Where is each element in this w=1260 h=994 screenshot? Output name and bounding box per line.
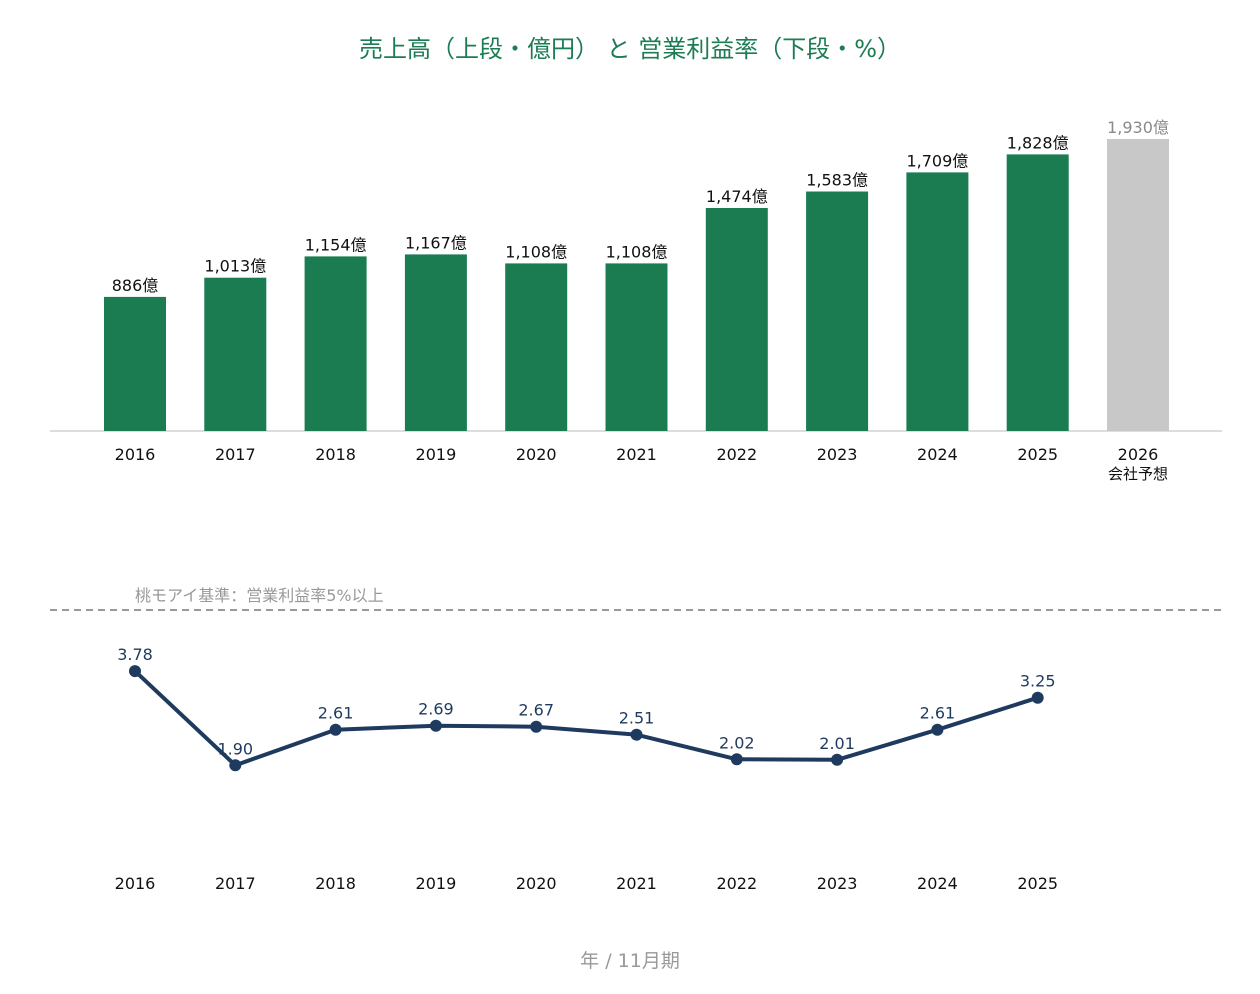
margin-value-label: 2.69 (418, 700, 454, 719)
x-tick-label: 2021 (616, 874, 657, 893)
bar-value-label: 1,108億 (606, 242, 668, 261)
x-tick-sublabel: 会社予想 (1108, 465, 1168, 483)
x-tick-label: 2016 (115, 445, 156, 464)
x-tick-label: 2017 (215, 874, 256, 893)
bar-value-label: 1,930億 (1107, 118, 1169, 137)
bar-2018 (304, 256, 367, 431)
x-tick-label: 2024 (917, 874, 958, 893)
bar-2023 (806, 191, 869, 431)
x-tick-label: 2019 (416, 445, 457, 464)
bar-value-label: 1,709億 (906, 151, 968, 170)
bar-2025 (1006, 154, 1069, 431)
margin-value-label: 2.61 (318, 704, 354, 723)
bar-2016 (104, 296, 166, 431)
bar-value-label: 886億 (112, 276, 159, 295)
bar-2026 (1107, 139, 1169, 431)
bar-2024 (906, 172, 969, 431)
margin-point-2016 (129, 665, 141, 678)
margin-point-2018 (329, 723, 342, 736)
bar-value-label: 1,474億 (706, 187, 768, 206)
bar-value-label: 1,154億 (305, 235, 367, 254)
bar-value-label: 1,108億 (505, 242, 567, 261)
bar-2021 (605, 263, 668, 431)
x-tick-label: 2026 (1118, 445, 1159, 464)
x-tick-label: 2016 (115, 874, 156, 893)
margin-value-label: 2.01 (819, 734, 855, 753)
margin-series-line (133, 669, 1039, 768)
margin-point-2025 (1031, 691, 1044, 704)
x-tick-label: 2023 (817, 445, 858, 464)
margin-line-chart: 桃モアイ基準：営業利益率5%以上 3.78 2016 1.90 2017 2.61 2018… (50, 586, 1222, 893)
bar-2022 (705, 208, 768, 431)
x-tick-label: 2021 (616, 445, 657, 464)
x-tick-label: 2022 (716, 874, 757, 893)
x-tick-label: 2018 (315, 874, 356, 893)
x-tick-label: 2023 (817, 874, 858, 893)
bar-value-label: 1,167億 (405, 233, 467, 252)
margin-value-label: 2.61 (920, 704, 956, 723)
margin-point-2021 (630, 728, 643, 741)
x-tick-label: 2022 (716, 445, 757, 464)
margin-value-label: 3.78 (117, 645, 153, 664)
bar-value-label: 1,828億 (1007, 133, 1069, 152)
reference-line-label: 桃モアイ基準：営業利益率5%以上 (135, 586, 384, 605)
margin-point-2023 (831, 753, 844, 766)
chart-title: 売上高（上段・億円） と 営業利益率（下段・%） (359, 35, 901, 63)
x-tick-label: 2025 (1017, 874, 1058, 893)
bar-2020 (505, 263, 568, 431)
x-axis-unit-label: 年 / 11月期 (580, 950, 680, 972)
x-tick-label: 2018 (315, 445, 356, 464)
bar-value-label: 1,013億 (204, 257, 266, 276)
x-tick-label: 2017 (215, 445, 256, 464)
margin-point-2022 (730, 753, 743, 766)
bar-2017 (204, 277, 267, 431)
margin-value-label: 3.25 (1020, 672, 1056, 691)
x-tick-label: 2024 (917, 445, 958, 464)
bar-2019 (404, 254, 467, 431)
margin-value-label: 2.51 (619, 709, 655, 728)
margin-point-2017 (229, 759, 242, 772)
margin-point-2024 (931, 723, 944, 736)
x-tick-label: 2025 (1017, 445, 1058, 464)
x-tick-label: 2020 (516, 445, 557, 464)
revenue-bar-chart: 886億 2016 1,013億 2017 1,154億 2018 1,167億 2019 1,… (50, 118, 1222, 483)
x-tick-label: 2020 (516, 874, 557, 893)
bar-value-label: 1,583億 (806, 171, 868, 190)
margin-value-label: 2.02 (719, 733, 755, 752)
margin-value-label: 1.90 (217, 739, 253, 758)
margin-value-label: 2.67 (518, 701, 554, 720)
margin-point-2019 (429, 719, 442, 732)
margin-point-2020 (530, 720, 543, 733)
x-tick-label: 2019 (416, 874, 457, 893)
